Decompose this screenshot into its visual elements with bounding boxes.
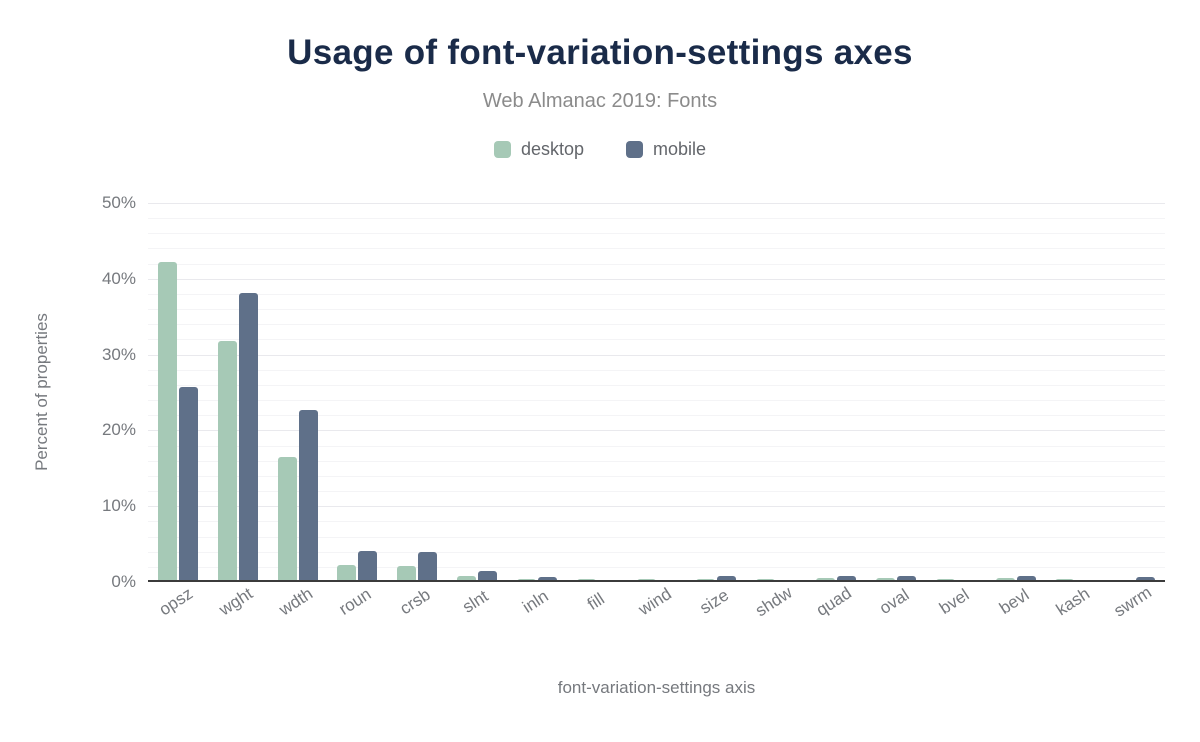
bar-group-quad: quad [806, 203, 866, 620]
bar-group-opsz: opsz [148, 203, 208, 619]
y-tick-label: 0% [111, 572, 136, 591]
bar-mobile-opsz[interactable] [178, 387, 198, 582]
bar-group-roun: roun [327, 203, 387, 619]
bar-group-crsb: crsb [387, 203, 447, 618]
gridline-major [148, 430, 1165, 432]
bar-desktop-roun[interactable] [337, 565, 357, 582]
bar-mobile-swrm[interactable] [1136, 577, 1156, 582]
chart-subtitle: Web Almanac 2019: Fonts [482, 90, 718, 112]
gridline-minor [148, 460, 1165, 462]
y-tick-label: 50% [101, 193, 136, 212]
y-tick-label: 40% [101, 268, 136, 288]
legend-label-desktop: desktop [520, 139, 584, 159]
mobile-swatch-icon [626, 141, 643, 158]
gridline-minor [148, 521, 1165, 523]
x-axis-line [148, 580, 1165, 582]
x-tick-label-quad: quad [812, 583, 855, 620]
bar-group-size: size [686, 203, 746, 618]
gridline-minor [148, 491, 1165, 493]
y-tick-label: 20% [101, 420, 136, 440]
x-tick-label-bevl: bevl [995, 585, 1032, 619]
x-tick-label-wind: wind [634, 584, 675, 620]
bar-mobile-wght[interactable] [238, 293, 258, 582]
x-tick-label-inln: inln [519, 586, 552, 617]
x-tick-label-wght: wght [215, 583, 256, 620]
bar-group-inln: inln [507, 203, 567, 617]
gridline-minor [148, 536, 1165, 538]
bar-mobile-inln[interactable] [537, 576, 557, 582]
y-tick-label: 10% [101, 496, 136, 516]
x-tick-label-swrm: swrm [1110, 582, 1156, 621]
gridline-minor [148, 384, 1165, 386]
bar-group-wght: wght [208, 203, 268, 619]
gridline-minor [148, 415, 1165, 417]
gridline-minor [148, 309, 1165, 311]
bar-mobile-size[interactable] [717, 575, 737, 582]
gridline-minor [148, 400, 1165, 402]
x-tick-label-fill: fill [583, 589, 608, 614]
gridlines [148, 203, 1165, 582]
bar-groups: opsz wght wdth roun crsb slnt inln fill wind size… [148, 203, 1165, 621]
gridline-major [148, 354, 1165, 356]
gridline-minor [148, 324, 1165, 326]
chart-title: Usage of font-variation-settings axes [287, 33, 913, 72]
x-tick-label-opsz: opsz [155, 583, 197, 620]
bar-desktop-wght[interactable] [217, 340, 237, 582]
gridline-minor [148, 263, 1165, 265]
bar-mobile-bevl[interactable] [1016, 575, 1036, 582]
gridline-major [148, 278, 1165, 280]
gridline-minor [148, 551, 1165, 553]
bar-group-fill: fill [567, 203, 627, 614]
gridline-minor [148, 293, 1165, 295]
x-tick-label-kash: kash [1053, 583, 1094, 620]
bar-group-bevl: bevl [986, 203, 1046, 618]
bar-desktop-opsz[interactable] [157, 262, 177, 582]
x-tick-label-roun: roun [335, 584, 375, 619]
bar-desktop-wdth[interactable] [277, 456, 297, 582]
bar-desktop-crsb[interactable] [397, 566, 417, 582]
bar-group-slnt: slnt [447, 203, 507, 617]
gridline-minor [148, 218, 1165, 220]
x-axis-title: font-variation-settings axis [557, 678, 756, 697]
gridline-minor [148, 475, 1165, 477]
desktop-swatch-icon [493, 141, 511, 158]
gridline-major [148, 203, 1165, 204]
bar-mobile-oval[interactable] [896, 575, 916, 582]
bar-group-oval: oval [866, 203, 926, 618]
gridline-major [148, 506, 1165, 508]
bar-group-bvel: bvel [926, 203, 986, 618]
bar-group-swrm: swrm [1105, 203, 1165, 621]
bar-group-shdw: shdw [746, 203, 806, 620]
x-tick-label-wdth: wdth [275, 583, 316, 620]
gridline-minor [148, 445, 1165, 447]
bar-group-wdth: wdth [268, 203, 328, 619]
x-tick-label-bvel: bvel [935, 585, 973, 619]
y-axis-title: Percent of properties [32, 313, 51, 471]
x-tick-label-slnt: slnt [459, 586, 492, 617]
x-tick-label-crsb: crsb [396, 584, 434, 619]
bar-mobile-crsb[interactable] [418, 551, 438, 582]
x-tick-label-shdw: shdw [752, 582, 796, 621]
bar-group-wind: wind [627, 203, 687, 619]
bar-mobile-roun[interactable] [358, 550, 378, 582]
x-tick-label-oval: oval [875, 585, 913, 619]
plot-area: opsz wght wdth roun crsb slnt inln fill wind size… [148, 203, 1165, 621]
bar-mobile-wdth[interactable] [298, 409, 318, 582]
legend-item-desktop: desktop [493, 139, 584, 160]
legend-label-mobile: mobile [653, 139, 707, 159]
legend: desktop mobile [0, 139, 1200, 160]
gridline-minor [148, 233, 1165, 235]
gridline-minor [148, 369, 1165, 371]
bar-desktop-slnt[interactable] [457, 575, 477, 582]
bar-mobile-quad[interactable] [837, 575, 857, 582]
gridline-minor [148, 339, 1165, 341]
bar-group-kash: kash [1045, 203, 1105, 619]
bar-mobile-slnt[interactable] [478, 571, 498, 582]
gridline-minor [148, 248, 1165, 250]
gridline-minor [148, 566, 1165, 568]
legend-item-mobile: mobile [626, 139, 706, 160]
y-tick-label: 30% [101, 344, 136, 364]
x-tick-label-size: size [696, 585, 733, 618]
